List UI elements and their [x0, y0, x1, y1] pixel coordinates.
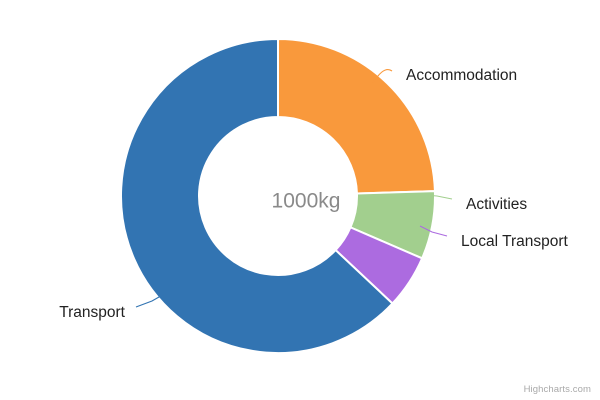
- slice-label-accommodation: Accommodation: [406, 67, 517, 84]
- slice-label-transport: Transport: [59, 304, 125, 321]
- connector-local-transport: [419, 225, 448, 237]
- connector-transport: [135, 292, 167, 308]
- connector-activities: [424, 194, 453, 200]
- pie-slice-accommodation[interactable]: [277, 38, 436, 195]
- label-connectors-group: [135, 69, 453, 308]
- center-total-label: 1000kg: [272, 190, 341, 213]
- connector-accommodation: [371, 69, 393, 85]
- slice-labels-group: Accommodation Activities Local Transport Tr…: [59, 67, 568, 321]
- slice-label-activities: Activities: [466, 196, 527, 213]
- slice-label-local-transport: Local Transport: [461, 233, 569, 250]
- pie-slices-group: [120, 38, 436, 354]
- pie-slice-transport[interactable]: [120, 38, 394, 354]
- highcharts-credit: Highcharts.com: [523, 384, 591, 395]
